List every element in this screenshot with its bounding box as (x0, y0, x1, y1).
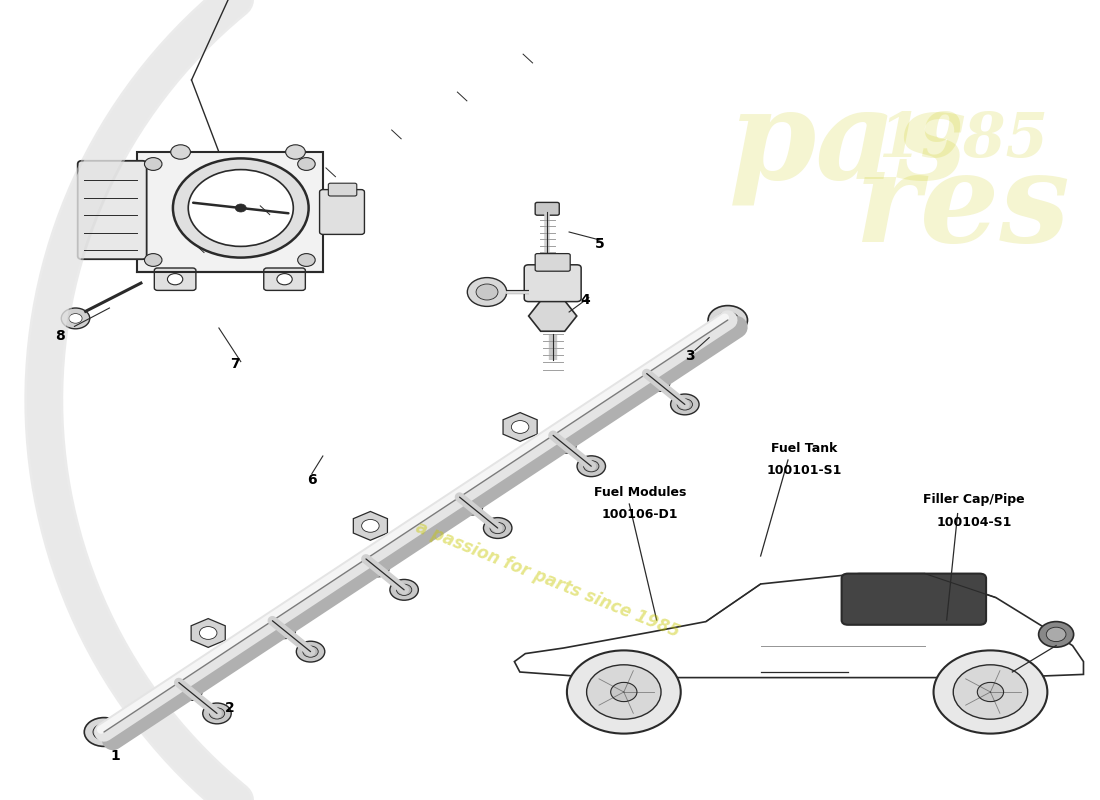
Circle shape (476, 284, 498, 300)
Circle shape (62, 308, 90, 329)
Circle shape (367, 561, 389, 577)
Circle shape (671, 394, 700, 415)
Text: 100104-S1: 100104-S1 (936, 516, 1012, 529)
Circle shape (678, 399, 693, 410)
Circle shape (94, 724, 114, 740)
Circle shape (167, 274, 183, 285)
Text: 100101-S1: 100101-S1 (767, 464, 843, 477)
Text: 100106-D1: 100106-D1 (602, 508, 679, 521)
Circle shape (69, 314, 82, 323)
Circle shape (202, 703, 231, 724)
Circle shape (173, 158, 309, 258)
FancyBboxPatch shape (320, 190, 364, 234)
Circle shape (586, 665, 661, 719)
Circle shape (180, 685, 202, 701)
FancyBboxPatch shape (78, 161, 146, 259)
FancyBboxPatch shape (536, 254, 570, 271)
Circle shape (277, 274, 293, 285)
Circle shape (144, 254, 162, 266)
Text: 1: 1 (110, 749, 120, 763)
FancyBboxPatch shape (154, 268, 196, 290)
Circle shape (302, 646, 318, 658)
FancyBboxPatch shape (328, 183, 356, 196)
Circle shape (648, 375, 670, 391)
Circle shape (298, 254, 316, 266)
Circle shape (274, 622, 296, 638)
Text: 6: 6 (307, 473, 317, 487)
Circle shape (461, 499, 483, 515)
Circle shape (389, 579, 418, 600)
FancyBboxPatch shape (536, 202, 559, 215)
Text: 4: 4 (581, 293, 591, 307)
Text: res: res (855, 147, 1071, 269)
Circle shape (490, 522, 505, 534)
Text: a passion for parts since 1985: a passion for parts since 1985 (412, 518, 682, 642)
Circle shape (717, 312, 739, 328)
FancyBboxPatch shape (264, 268, 306, 290)
Polygon shape (515, 574, 1084, 678)
Polygon shape (136, 152, 323, 272)
Polygon shape (503, 413, 537, 442)
Circle shape (144, 158, 162, 170)
Circle shape (188, 170, 294, 246)
Circle shape (566, 650, 681, 734)
Circle shape (954, 665, 1027, 719)
Text: Fuel Tank: Fuel Tank (771, 442, 837, 454)
Circle shape (199, 626, 217, 639)
Circle shape (296, 642, 324, 662)
Text: pas: pas (729, 83, 968, 205)
Circle shape (468, 278, 507, 306)
Circle shape (209, 708, 224, 719)
Circle shape (362, 519, 380, 532)
Circle shape (934, 650, 1047, 734)
Text: 3: 3 (684, 349, 694, 363)
Circle shape (484, 518, 512, 538)
Circle shape (298, 158, 316, 170)
Circle shape (977, 682, 1003, 702)
FancyBboxPatch shape (525, 265, 581, 302)
Circle shape (286, 145, 306, 159)
Circle shape (85, 718, 123, 746)
Circle shape (1038, 622, 1074, 647)
Circle shape (235, 204, 246, 212)
Circle shape (170, 145, 190, 159)
Circle shape (584, 461, 598, 472)
Circle shape (512, 421, 529, 434)
Text: 5: 5 (595, 237, 605, 251)
Circle shape (1046, 627, 1066, 642)
Circle shape (578, 456, 605, 477)
Circle shape (554, 438, 576, 454)
Text: Fuel Modules: Fuel Modules (594, 486, 686, 498)
Text: 7: 7 (231, 357, 240, 371)
Circle shape (708, 306, 748, 334)
Polygon shape (353, 511, 387, 540)
Circle shape (610, 682, 637, 702)
Text: 2: 2 (226, 701, 234, 715)
Text: Filler Cap/Pipe: Filler Cap/Pipe (923, 494, 1025, 506)
Polygon shape (191, 618, 225, 647)
Text: 1985: 1985 (878, 110, 1048, 170)
Polygon shape (529, 301, 576, 331)
Circle shape (396, 584, 411, 595)
FancyBboxPatch shape (842, 574, 986, 625)
Text: 8: 8 (55, 329, 65, 343)
